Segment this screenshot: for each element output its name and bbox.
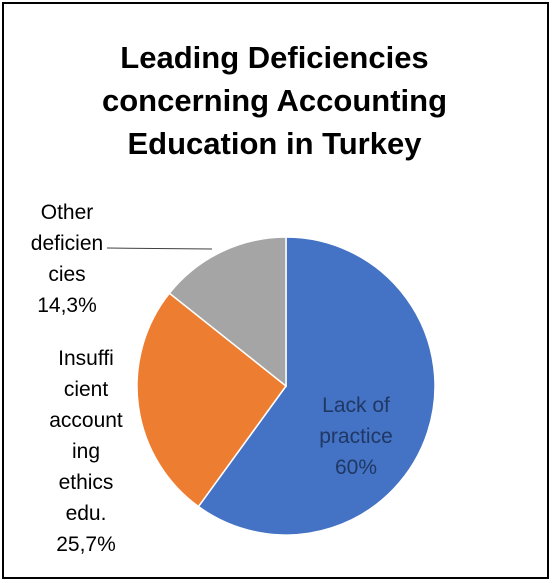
slice-label-line: cient xyxy=(64,378,109,401)
pie-slice-insufficient-accounting-ethics-edu xyxy=(136,292,288,508)
slice-label-insufficient-accounting-ethics-edu: Insuffi cient account ing ethics edu. 25,7% xyxy=(49,347,123,556)
slice-label-line: practice xyxy=(319,425,393,448)
slice-label-line: deficien xyxy=(31,232,103,255)
chart-title-line-3: Education in Turkey xyxy=(127,126,422,161)
chart-title-line-2: concerning Accounting xyxy=(101,83,448,118)
pie-slice-lack-of-practice xyxy=(197,236,436,536)
slice-label-line: Other xyxy=(41,201,94,224)
slice-label-line: Insuffi xyxy=(58,347,114,370)
leader-line-other-deficiencies xyxy=(106,247,213,250)
slice-label-line: 60% xyxy=(335,456,377,479)
slice-label-other-deficiencies: Other deficien cies 14,3% xyxy=(31,201,103,317)
slice-label-line: Lack of xyxy=(322,394,390,417)
slice-label-line: 14,3% xyxy=(37,294,97,317)
slice-label-line: edu. xyxy=(66,502,107,525)
slice-label-line: cies xyxy=(48,263,85,286)
pie-slices xyxy=(136,236,436,536)
slice-label-lack-of-practice: Lack of practice 60% xyxy=(319,394,393,479)
chart-title: Leading Deficiencies concerning Accounti… xyxy=(0,36,549,165)
slice-label-line: ing xyxy=(72,440,100,463)
leader-lines xyxy=(106,247,213,250)
slice-labels: Lack of practice 60% Insuffi cient account ing… xyxy=(31,201,393,556)
chart-title-line-1: Leading Deficiencies xyxy=(120,40,429,75)
slice-label-line: 25,7% xyxy=(56,533,116,556)
pie-slice-other-deficiencies xyxy=(168,236,287,388)
slice-label-line: account xyxy=(49,409,123,432)
slice-label-line: ethics xyxy=(59,471,114,494)
